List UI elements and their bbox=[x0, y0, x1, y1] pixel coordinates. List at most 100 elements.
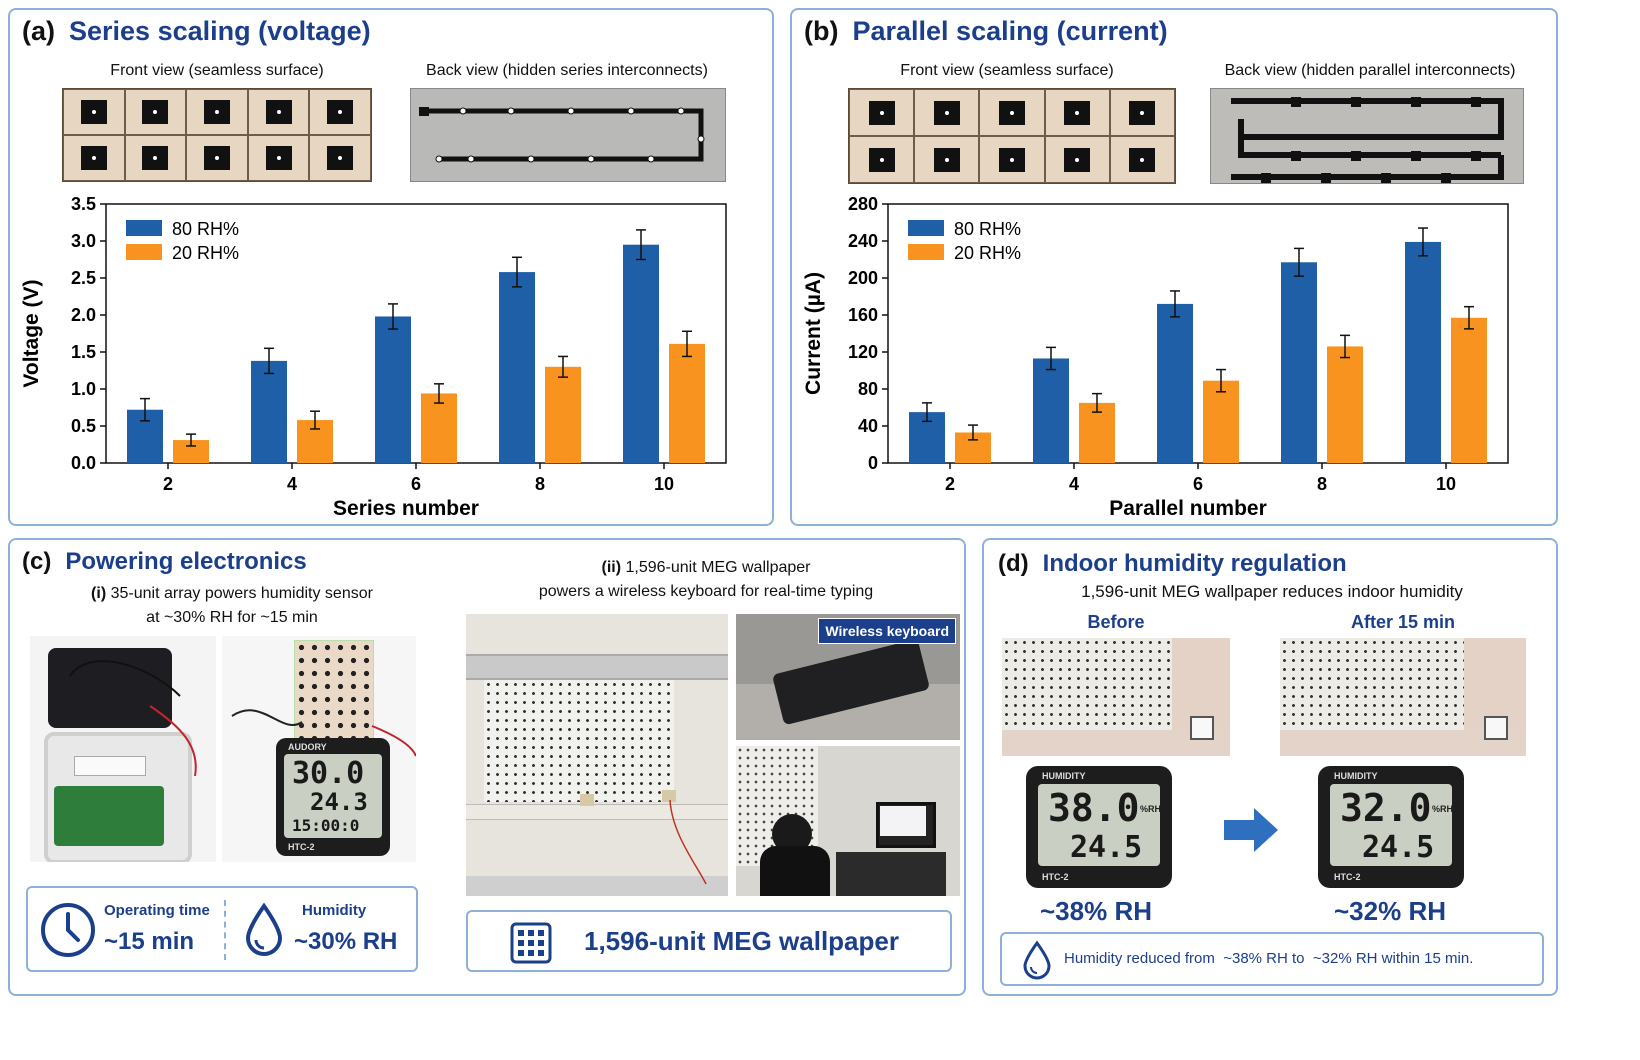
y-tick-label: 3.5 bbox=[71, 194, 96, 214]
humidity-value: ~30% RH bbox=[294, 928, 398, 955]
legend-swatch bbox=[126, 244, 162, 260]
sensor-circuit-photo bbox=[30, 636, 216, 862]
meter-humidity-reading: 30.0 bbox=[292, 756, 365, 791]
arrow-right-icon bbox=[1224, 808, 1278, 852]
front-view-caption: Front view (seamless surface) bbox=[110, 62, 324, 79]
after-temp-reading: 24.5 bbox=[1362, 830, 1435, 865]
y-tick-label: 1.5 bbox=[71, 342, 96, 362]
x-axis-label: Series number bbox=[333, 497, 479, 520]
panel-c-title: (c) Powering electronics bbox=[22, 548, 307, 575]
panel-b-title: (b) Parallel scaling (current) bbox=[804, 16, 1168, 46]
bar-series-1 bbox=[1157, 303, 1193, 463]
voltage-bar-chart: 0.0 0.5 1.0 1.5 2.0 2.5 3.0 3.5 Voltage (V) 2 4 6 8 1… bbox=[20, 194, 727, 520]
x-tick-label: 4 bbox=[1069, 474, 1079, 494]
legend-swatch bbox=[908, 220, 944, 236]
panel-a: (a) Series scaling (voltage) Front view (… bbox=[8, 8, 774, 526]
bar-series-2 bbox=[669, 343, 705, 463]
panel-d-title: (d) Indoor humidity regulation bbox=[998, 550, 1347, 577]
bar-series-2 bbox=[421, 393, 457, 463]
before-value: ~38% RH bbox=[1040, 896, 1152, 926]
bar-series-1 bbox=[499, 272, 535, 463]
before-temp-reading: 24.5 bbox=[1070, 830, 1143, 865]
front-view-tiles bbox=[62, 88, 372, 182]
sub-ii-caption: (ii) 1,596-unit MEG wallpaper powers a w… bbox=[538, 559, 874, 600]
water-drop-icon bbox=[245, 902, 283, 956]
y-axis-label: Current (µA) bbox=[802, 272, 825, 395]
bar-series-2 bbox=[173, 440, 209, 463]
y-tick-label: 280 bbox=[848, 194, 878, 214]
y-tick-label: 120 bbox=[848, 342, 878, 362]
wallpaper-room-photo bbox=[466, 614, 728, 896]
bar-series-1 bbox=[623, 244, 659, 463]
typing-photo bbox=[736, 746, 960, 896]
x-tick-label: 4 bbox=[287, 474, 297, 494]
x-tick-label: 10 bbox=[1436, 474, 1456, 494]
y-tick-label: 0 bbox=[868, 453, 878, 473]
humidity-label: Humidity bbox=[302, 902, 367, 919]
bar-series-2 bbox=[1203, 380, 1239, 463]
y-tick-label: 2.0 bbox=[71, 305, 96, 325]
humidity-summary: Humidity reduced from ~38% RH to ~32% RH… bbox=[1064, 950, 1474, 967]
current-bar-chart: 0 40 80 120 160 200 240 280 Current (µA) 2 4 6 8 10 Pa… bbox=[802, 194, 1509, 520]
water-drop-icon bbox=[1023, 940, 1051, 980]
x-axis-label: Parallel number bbox=[1109, 497, 1267, 520]
clock-icon bbox=[41, 903, 95, 957]
y-axis-label: Voltage (V) bbox=[20, 279, 43, 387]
y-tick-label: 2.5 bbox=[71, 268, 96, 288]
panel-b: (b) Parallel scaling (current) Front view… bbox=[790, 8, 1558, 526]
x-tick-label: 6 bbox=[1193, 474, 1203, 494]
bar-series-2 bbox=[1451, 317, 1487, 463]
x-tick-label: 2 bbox=[945, 474, 955, 494]
sensor-info-box: Operating time ~15 min Humidity ~30% RH bbox=[26, 886, 418, 972]
op-time-label: Operating time bbox=[104, 902, 210, 919]
legend-label: 80 RH% bbox=[954, 219, 1021, 239]
wallpaper-label: 1,596-unit MEG wallpaper bbox=[584, 926, 899, 956]
y-tick-label: 3.0 bbox=[71, 231, 96, 251]
legend-label: 80 RH% bbox=[172, 219, 239, 239]
panel-a-title: (a) Series scaling (voltage) bbox=[22, 16, 371, 46]
y-tick-label: 240 bbox=[848, 231, 878, 251]
op-time-value: ~15 min bbox=[104, 928, 195, 955]
y-tick-label: 1.0 bbox=[71, 379, 96, 399]
y-tick-label: 80 bbox=[858, 379, 878, 399]
back-view-caption: Back view (hidden parallel interconnects… bbox=[1224, 62, 1516, 79]
meter-temp-reading: 24.3 bbox=[310, 788, 368, 816]
x-tick-label: 6 bbox=[411, 474, 421, 494]
series-interconnect-drawing bbox=[419, 107, 705, 163]
info-divider bbox=[224, 900, 226, 960]
legend-label: 20 RH% bbox=[954, 243, 1021, 263]
after-humidity-meter: HUMIDITY 32.0 %RH 24.5 HTC-2 bbox=[1318, 766, 1464, 888]
back-view-parallel-photo bbox=[1210, 88, 1524, 184]
legend-swatch bbox=[908, 244, 944, 260]
front-view-tiles bbox=[848, 88, 1176, 184]
keyboard-photo: Wireless keyboard bbox=[736, 614, 960, 740]
after-wall-photo bbox=[1280, 638, 1526, 756]
bar-series-1 bbox=[1281, 262, 1317, 463]
bar-series-1 bbox=[1033, 358, 1069, 463]
humidity-summary-box: Humidity reduced from ~38% RH to ~32% RH… bbox=[1000, 932, 1544, 986]
bar-series-1 bbox=[1405, 241, 1441, 463]
back-view-caption: Back view (hidden series interconnects) bbox=[426, 62, 708, 79]
before-label: Before bbox=[1087, 612, 1145, 632]
bar-series-2 bbox=[1079, 402, 1115, 463]
y-tick-label: 0.0 bbox=[71, 453, 96, 473]
legend-swatch bbox=[126, 220, 162, 236]
sub-i-caption: (i) 35-unit array powers humidity sensor… bbox=[91, 585, 373, 626]
parallel-interconnect-drawing bbox=[1231, 97, 1504, 183]
array-meter-photo: AUDORY 30.0 24.3 15:00:0 HTC-2 bbox=[222, 636, 416, 862]
panel-d-subtitle: 1,596-unit MEG wallpaper reduces indoor … bbox=[1081, 582, 1463, 601]
y-tick-label: 160 bbox=[848, 305, 878, 325]
bar-series-1 bbox=[375, 316, 411, 463]
panel-c: (c) Powering electronics (i) 35-unit arra… bbox=[8, 538, 966, 996]
meter-time-reading: 15:00:0 bbox=[292, 816, 360, 835]
keyboard-tag: Wireless keyboard bbox=[818, 618, 956, 644]
legend-label: 20 RH% bbox=[172, 243, 239, 263]
y-tick-label: 40 bbox=[858, 416, 878, 436]
back-view-series-photo bbox=[410, 88, 726, 182]
humidity-meter: AUDORY 30.0 24.3 15:00:0 HTC-2 bbox=[276, 738, 390, 856]
y-tick-label: 200 bbox=[848, 268, 878, 288]
before-humidity-reading: 38.0 bbox=[1048, 786, 1140, 830]
before-wall-photo bbox=[1002, 638, 1230, 756]
x-tick-label: 2 bbox=[163, 474, 173, 494]
x-tick-label: 8 bbox=[1317, 474, 1327, 494]
